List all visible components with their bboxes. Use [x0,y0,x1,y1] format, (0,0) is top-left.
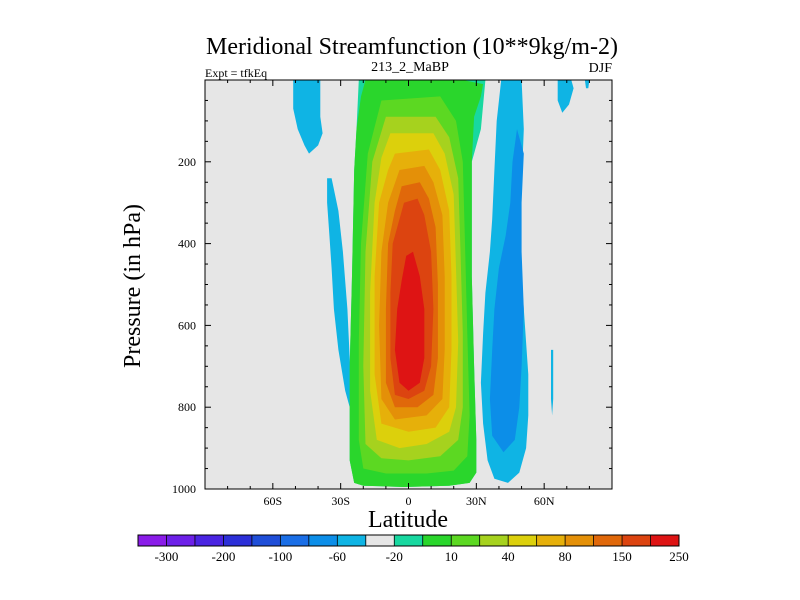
colorbar-label: -60 [329,549,346,564]
season-label: DJF [589,61,613,76]
contour-region-5 [551,349,554,416]
y-tick-label: 1000 [172,482,196,496]
colorbar-swatch-17 [622,535,651,546]
colorbar-swatch-14 [536,535,566,546]
colorbar-label: -200 [211,549,235,564]
x-tick-label: 60N [534,494,555,508]
x-axis-label: Latitude [368,507,448,533]
contour-region-0 [293,80,323,154]
colorbar-swatch-12 [479,535,509,546]
plot-area [204,79,613,490]
x-tick-label: 30N [466,494,487,508]
x-tick-label: 30S [331,494,350,508]
x-tick-label: 0 [406,494,412,508]
colorbar-swatch-1 [166,535,196,546]
contour-region-3 [489,129,524,453]
colorbar-label: 10 [445,549,458,564]
contour-region-6 [584,80,590,89]
y-tick-label: 400 [178,237,196,251]
colorbar-swatch-5 [280,535,310,546]
colorbar-swatch-4 [251,535,281,546]
y-tick-label: 200 [178,155,196,169]
contour-region-4 [557,80,574,113]
colorbar-swatch-18 [650,535,680,546]
colorbar-swatch-13 [508,535,538,546]
colorbar-swatch-11 [451,535,481,546]
colorbar-label: -20 [386,549,403,564]
colorbar-swatch-2 [194,535,224,546]
x-tick-label: 60S [263,494,282,508]
colorbar-label: 40 [502,549,515,564]
chart-title: Meridional Streamfunction (10**9kg/m-2) [206,34,618,60]
y-tick-label: 800 [178,400,196,414]
run-label: 213_2_MaBP [371,60,449,75]
colorbar-swatch-8 [365,535,395,546]
colorbar-swatch-16 [593,535,623,546]
colorbar-label: -100 [268,549,292,564]
colorbar-frame [137,534,680,547]
colorbar-swatch-10 [422,535,452,546]
contour-region-16 [394,251,425,391]
colorbar-swatch-0 [138,535,167,546]
colorbar-swatch-6 [308,535,338,546]
colorbar-swatch-9 [394,535,424,546]
y-axis-label: Pressure (in hPa) [120,204,146,368]
colorbar-label: -300 [155,549,179,564]
colorbar-swatch-15 [565,535,594,546]
y-tick-label: 600 [178,318,196,332]
x-axis: 60S 30S 0 30N 60N [227,80,590,508]
experiment-label: Expt = tfkEq [205,66,267,80]
colorbar-swatch-7 [337,535,367,546]
colorbar-label: 80 [559,549,572,564]
y-axis: 200 400 600 800 1000 [172,99,612,496]
contour-region-1 [327,178,352,408]
colorbar-label: 250 [669,549,689,564]
colorbar-label: 150 [612,549,632,564]
colorbar-legend: -300 -200 -100 -60 -20 10 40 80 150 250 [137,534,689,564]
colorbar-swatch-3 [223,535,253,546]
